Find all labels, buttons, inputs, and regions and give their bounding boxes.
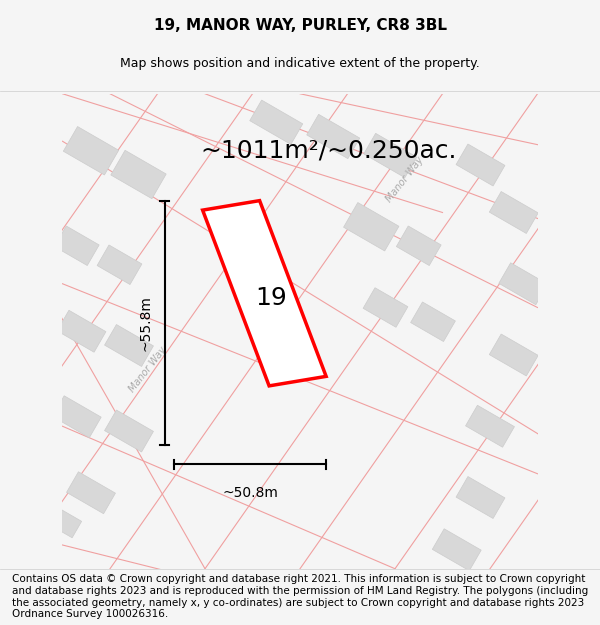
Text: Manor Way: Manor Way (127, 345, 169, 394)
Text: ~50.8m: ~50.8m (222, 486, 278, 500)
Polygon shape (55, 226, 99, 266)
Polygon shape (104, 324, 154, 366)
Polygon shape (466, 405, 514, 448)
Polygon shape (307, 114, 360, 159)
Text: ~55.8m: ~55.8m (139, 295, 152, 351)
Polygon shape (363, 288, 408, 328)
Polygon shape (456, 476, 505, 519)
Text: 19, MANOR WAY, PURLEY, CR8 3BL: 19, MANOR WAY, PURLEY, CR8 3BL (154, 18, 446, 33)
Text: Map shows position and indicative extent of the property.: Map shows position and indicative extent… (120, 57, 480, 70)
Polygon shape (52, 396, 101, 437)
Polygon shape (433, 529, 481, 571)
Text: Contains OS data © Crown copyright and database right 2021. This information is : Contains OS data © Crown copyright and d… (12, 574, 588, 619)
Polygon shape (364, 133, 417, 178)
Polygon shape (203, 201, 326, 386)
Polygon shape (490, 334, 538, 376)
Polygon shape (410, 302, 455, 341)
Polygon shape (64, 126, 119, 175)
Polygon shape (57, 310, 106, 352)
Polygon shape (344, 202, 399, 251)
Polygon shape (456, 144, 505, 186)
Polygon shape (490, 191, 538, 234)
Polygon shape (104, 410, 154, 452)
Polygon shape (43, 505, 82, 538)
Polygon shape (397, 226, 441, 266)
Polygon shape (499, 262, 548, 305)
Polygon shape (250, 100, 303, 144)
Polygon shape (97, 245, 142, 284)
Polygon shape (67, 472, 115, 514)
Text: Manor Way: Manor Way (384, 155, 425, 204)
Polygon shape (111, 150, 166, 199)
Text: ~1011m²/~0.250ac.: ~1011m²/~0.250ac. (200, 139, 457, 162)
Text: 19: 19 (256, 286, 287, 310)
